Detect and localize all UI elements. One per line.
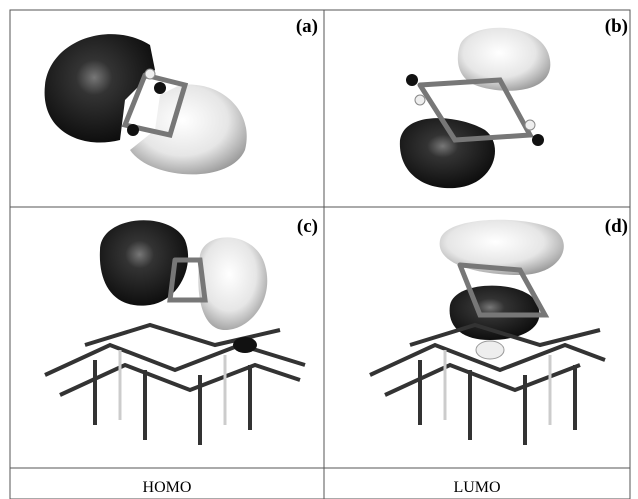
panel-label: (b) bbox=[605, 16, 628, 37]
panel-label: (c) bbox=[297, 216, 318, 237]
column-label: LUMO bbox=[453, 479, 500, 496]
panel-label: (a) bbox=[296, 16, 318, 37]
figure: (a) (b) (c) (d) HOMO LUMO bbox=[0, 0, 638, 499]
column-label: HOMO bbox=[143, 479, 192, 496]
panel-label: (d) bbox=[605, 216, 628, 237]
